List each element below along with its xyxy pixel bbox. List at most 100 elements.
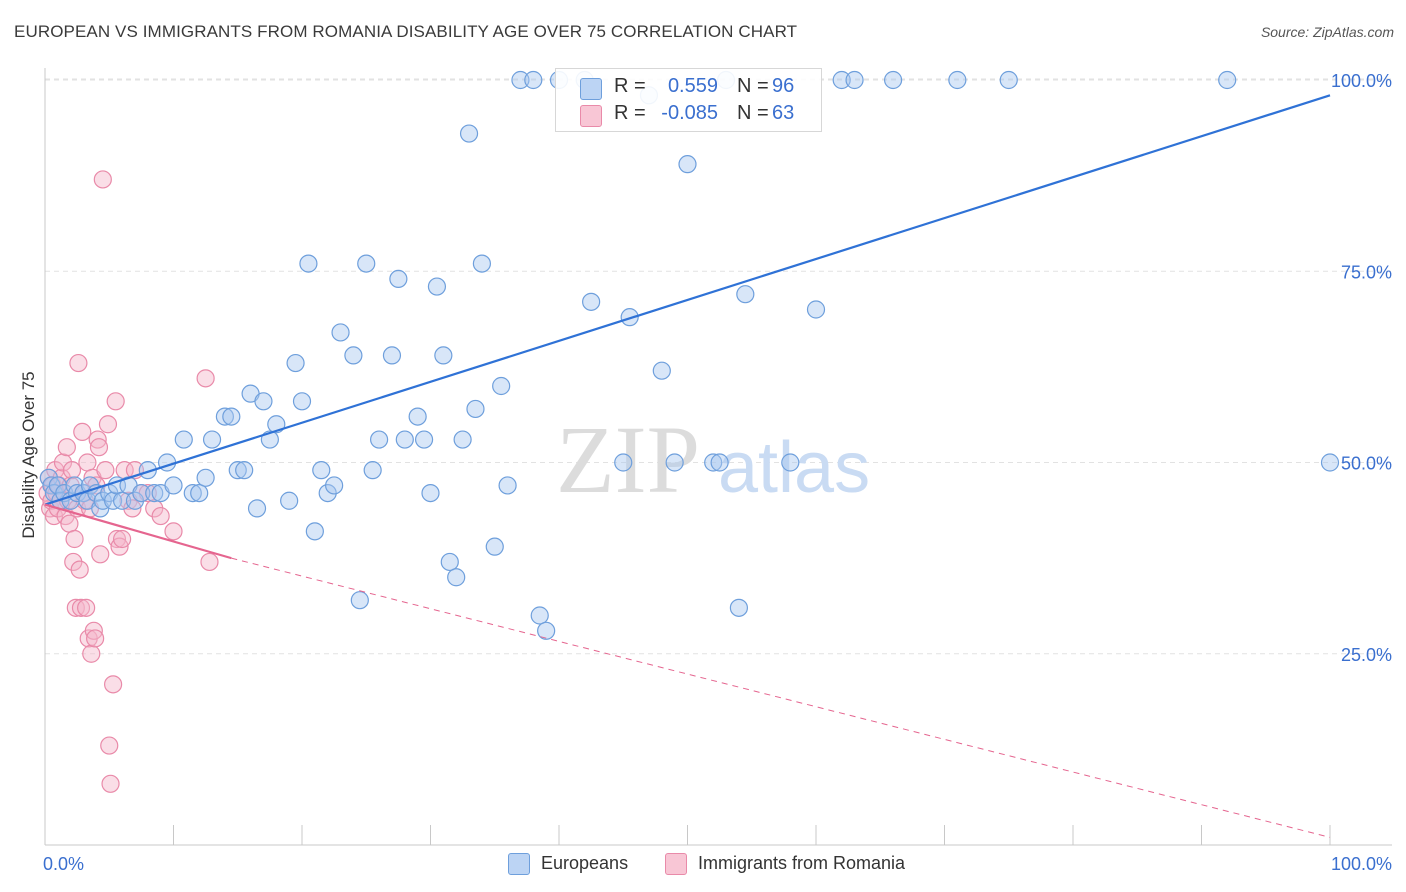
europeans-point (292, 392, 312, 411)
europeans-point (331, 323, 350, 342)
europeans-point (806, 300, 826, 319)
europeans-point (466, 399, 485, 419)
legend-r-label: R = (614, 102, 646, 124)
x-tick-label: 100.0% (1331, 854, 1392, 874)
legend-n-value: 63 (772, 102, 795, 124)
legend-n-label: N = (737, 75, 769, 97)
europeans-point (370, 430, 389, 449)
romania-point (70, 560, 89, 579)
gridlines (45, 78, 1392, 655)
romania-point (77, 598, 96, 617)
europeans-point (254, 392, 273, 411)
romania-point (57, 438, 76, 457)
axis-labels: 100.0% 75.0% 50.0% 25.0% 0.0% 100.0% Disabilit… (19, 71, 1392, 874)
europeans-point (247, 499, 267, 518)
europeans-point (582, 292, 601, 311)
europeans-point (1320, 453, 1340, 472)
europeans-point (222, 407, 241, 426)
bottom-swatch-blue (508, 853, 530, 875)
romania-point (93, 170, 112, 189)
europeans-point (485, 537, 504, 556)
europeans-point (183, 484, 202, 503)
europeans-point (299, 254, 318, 273)
source-label: Source: ZipAtlas.com (1260, 24, 1394, 40)
y-tick-label: 25.0% (1341, 645, 1392, 665)
europeans-point (447, 568, 466, 587)
europeans-trend-line (44, 94, 1331, 506)
europeans-point (357, 254, 376, 273)
chart-title: EUROPEAN VS IMMIGRANTS FROM ROMANIA DISA… (14, 22, 798, 41)
romania-point (71, 598, 91, 617)
europeans-point (389, 269, 408, 288)
correlation-legend: R = 0.559 N = 96 R = -0.085 N = 63 (555, 68, 822, 132)
legend-row-romania: R = -0.085 N = 63 (556, 99, 821, 129)
legend-r-value: 0.559 (667, 75, 718, 97)
europeans-point (235, 461, 254, 480)
europeans-point (145, 484, 164, 503)
romania-point (100, 736, 119, 755)
europeans-point (492, 376, 511, 396)
europeans-point (202, 430, 222, 449)
x-tick-label: 0.0% (43, 854, 84, 874)
romania-point (151, 506, 170, 526)
europeans-point (196, 468, 215, 487)
romania-point (73, 422, 92, 441)
legend-r-value: -0.085 (661, 102, 718, 124)
europeans-point (408, 407, 427, 426)
europeans-point (511, 70, 530, 90)
europeans-point (530, 606, 549, 625)
watermark: ZIP atlas (556, 406, 870, 513)
legend-n-label: N = (737, 102, 769, 124)
romania-point (101, 774, 120, 793)
europeans-point (395, 430, 414, 449)
europeans-point (112, 491, 132, 510)
y-tick-label: 75.0% (1341, 262, 1392, 282)
europeans-point (614, 453, 633, 472)
legend-swatch-pink (580, 105, 602, 127)
europeans-point (537, 621, 556, 640)
legend-swatch-blue (580, 78, 602, 100)
watermark-zip: ZIP (556, 406, 700, 513)
europeans-point (620, 308, 639, 327)
legend-row-europeans: R = 0.559 N = 96 (556, 72, 821, 102)
europeans-point (215, 407, 234, 426)
europeans-point (414, 430, 434, 449)
romania-trend-extension (231, 557, 1331, 838)
trend-lines (44, 94, 1331, 838)
europeans-point (1218, 70, 1237, 90)
europeans-point (652, 361, 671, 380)
europeans-point (344, 346, 363, 365)
romania-point (164, 522, 183, 541)
europeans-point (280, 491, 299, 510)
romania-point (112, 529, 132, 549)
europeans-point (421, 484, 440, 503)
romania-point (91, 545, 110, 564)
europeans-point (832, 70, 851, 90)
europeans-point (190, 484, 209, 503)
romania-point (78, 453, 97, 472)
europeans-point (459, 124, 479, 143)
romania-point (84, 621, 103, 640)
europeans-point (498, 476, 517, 495)
axes (44, 68, 1392, 846)
romania-point (86, 629, 105, 648)
europeans-point (174, 430, 193, 449)
europeans-point (164, 476, 183, 495)
romania-point (62, 461, 82, 480)
y-tick-label: 100.0% (1331, 71, 1392, 91)
europeans-point (132, 484, 151, 503)
bottom-legend-label: Europeans (541, 853, 629, 873)
y-tick-label: 50.0% (1341, 454, 1392, 474)
europeans-points (39, 70, 1340, 640)
europeans-point (678, 155, 697, 174)
europeans-point (228, 461, 247, 480)
legend-n-value: 96 (772, 75, 795, 97)
europeans-point (781, 453, 800, 472)
europeans-point (665, 453, 684, 472)
europeans-point (434, 346, 453, 365)
bottom-swatch-pink (665, 853, 687, 875)
romania-point (200, 552, 219, 572)
romania-trend-line (44, 503, 232, 560)
y-axis-title: Disability Age Over 75 (19, 371, 38, 538)
europeans-point (999, 70, 1018, 90)
